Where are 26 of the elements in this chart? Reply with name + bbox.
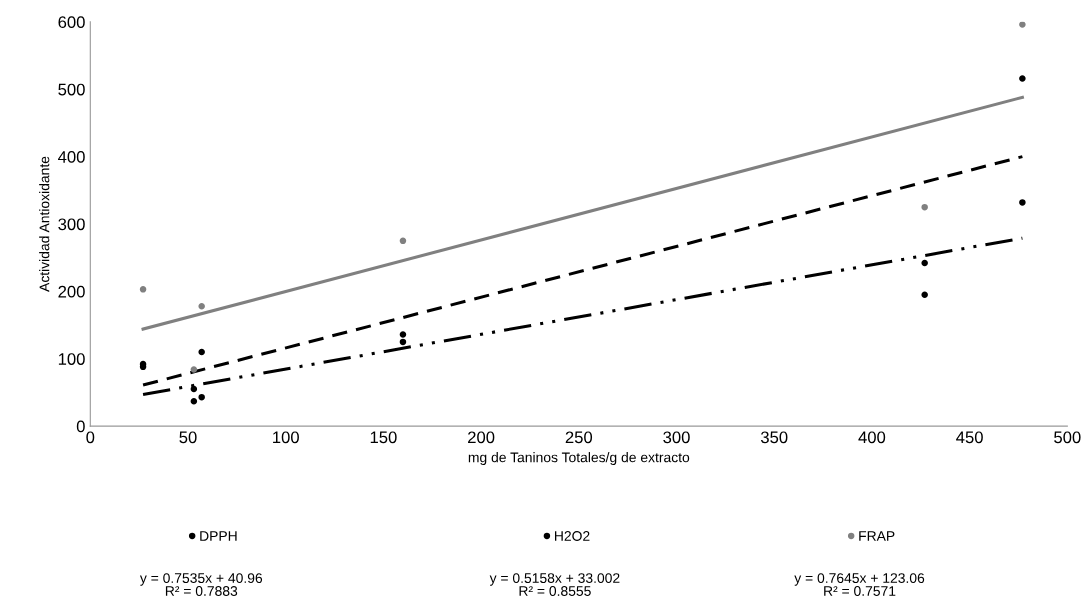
y-axis-title: Actividad Antioxidante — [39, 156, 50, 292]
y-tick-label: 0 — [76, 420, 85, 433]
y-tick-label: 200 — [58, 285, 85, 298]
text: y = 0.7645x + 123.06 R² = 0.7571 — [794, 573, 925, 596]
x-tick-label: 0 — [86, 431, 95, 444]
x-tick-label: 200 — [468, 431, 495, 444]
y-tick-label: 600 — [58, 16, 85, 29]
legend-label: H2O2 — [555, 531, 590, 541]
text: y = 0.7535x + 40.96 R² = 0.7883 — [139, 573, 263, 596]
legend-label: DPPH — [200, 531, 237, 541]
x-tick-label: 150 — [370, 431, 397, 444]
x-tick-label: 100 — [273, 431, 299, 444]
x-tick-label: 300 — [663, 431, 690, 444]
x-tick-label: 400 — [858, 431, 886, 444]
text: y = 0.5158x + 33.002 R² = 0.8555 — [489, 573, 620, 596]
x-tick-label: 250 — [565, 431, 593, 444]
x-tick-label: 500 — [1054, 431, 1081, 444]
x-tick-label: 450 — [956, 431, 983, 444]
legend-label: FRAP — [859, 531, 895, 541]
y-tick-label: 100 — [58, 353, 85, 365]
y-tick-label: 400 — [58, 151, 85, 163]
x-axis-title: mg de Taninos Totales/g de extracto — [468, 452, 690, 466]
y-tick-label: 300 — [58, 218, 85, 231]
y-tick-label: 500 — [58, 83, 85, 96]
x-tick-label: 350 — [760, 431, 788, 444]
x-tick-label: 50 — [179, 431, 197, 444]
